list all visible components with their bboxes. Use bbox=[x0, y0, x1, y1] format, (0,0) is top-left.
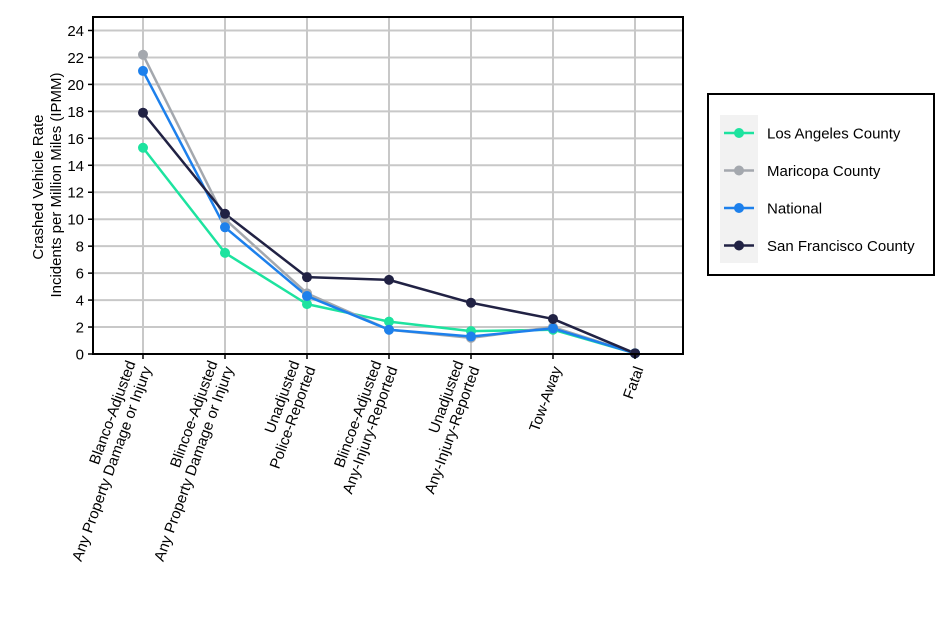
y-tick-label: 4 bbox=[76, 293, 84, 310]
y-tick-label: 8 bbox=[76, 239, 84, 256]
legend-label: San Francisco County bbox=[767, 238, 915, 255]
plot-border bbox=[92, 16, 684, 355]
x-tick-label: Blincoe-AdjustedAny-Injury-Reported bbox=[324, 358, 402, 496]
data-point bbox=[220, 247, 230, 258]
data-point bbox=[138, 49, 148, 60]
y-tick-label: 22 bbox=[67, 50, 84, 67]
legend-label: National bbox=[767, 201, 822, 218]
x-tick-label: UnadjustedPolice-Reported bbox=[251, 358, 320, 471]
legend-key-background bbox=[720, 115, 758, 263]
data-point bbox=[302, 291, 312, 302]
y-tick-label: 6 bbox=[76, 266, 84, 283]
x-tick-label-line: Tow-Away bbox=[526, 364, 565, 434]
y-tick-label: 14 bbox=[67, 158, 84, 175]
y-axis-title-line-2: Incidents per Million Miles (IPMM) bbox=[48, 72, 65, 297]
x-tick-label: Blincoe-AdjustedAny Property Damage or I… bbox=[135, 358, 238, 564]
data-point bbox=[384, 324, 394, 335]
x-tick-label: Fatal bbox=[620, 364, 647, 401]
y-tick-label: 24 bbox=[67, 23, 84, 40]
y-tick-label: 16 bbox=[67, 131, 84, 148]
data-point bbox=[302, 272, 312, 283]
x-tick-label: Tow-Away bbox=[526, 364, 565, 434]
y-axis-title-line-1: Crashed Vehicle Rate bbox=[30, 115, 47, 260]
legend-items: Los Angeles County Maricopa County Nationa… bbox=[724, 126, 915, 255]
y-tick-label: 18 bbox=[67, 104, 84, 121]
data-point bbox=[220, 208, 230, 219]
data-point bbox=[220, 222, 230, 233]
y-axis-title: Crashed Vehicle Rate Incidents per Milli… bbox=[30, 72, 65, 297]
data-point bbox=[466, 297, 476, 308]
y-tick-label: 20 bbox=[67, 77, 84, 94]
data-point bbox=[138, 65, 148, 76]
data-point bbox=[384, 316, 394, 327]
x-tick-label: UnadjustedAny-Injury-Reported bbox=[406, 358, 484, 496]
series-points bbox=[138, 49, 640, 359]
y-tick-label: 0 bbox=[76, 347, 84, 364]
y-tick-label: 12 bbox=[67, 185, 84, 202]
legend: Los Angeles County Maricopa County Nationa… bbox=[707, 93, 935, 276]
data-point bbox=[466, 331, 476, 342]
x-tick-label: Blanco-AdjustedAny Property Damage or In… bbox=[53, 358, 156, 564]
data-point bbox=[302, 299, 312, 310]
legend-key-point bbox=[734, 203, 744, 213]
x-axis-ticks: Blanco-AdjustedAny Property Damage or In… bbox=[53, 354, 647, 564]
y-tick-label: 2 bbox=[76, 320, 84, 337]
legend-key-point bbox=[734, 128, 744, 138]
legend-key-point bbox=[734, 240, 744, 251]
legend-key-point bbox=[734, 165, 744, 176]
data-point bbox=[384, 274, 394, 285]
data-point bbox=[548, 323, 558, 334]
legend-label: Maricopa County bbox=[767, 163, 881, 180]
data-point bbox=[138, 142, 148, 153]
x-tick-label-line: Fatal bbox=[620, 364, 647, 401]
y-tick-label: 10 bbox=[67, 212, 84, 229]
data-point bbox=[138, 107, 148, 118]
legend-label: Los Angeles County bbox=[767, 126, 901, 143]
data-point bbox=[548, 313, 558, 324]
